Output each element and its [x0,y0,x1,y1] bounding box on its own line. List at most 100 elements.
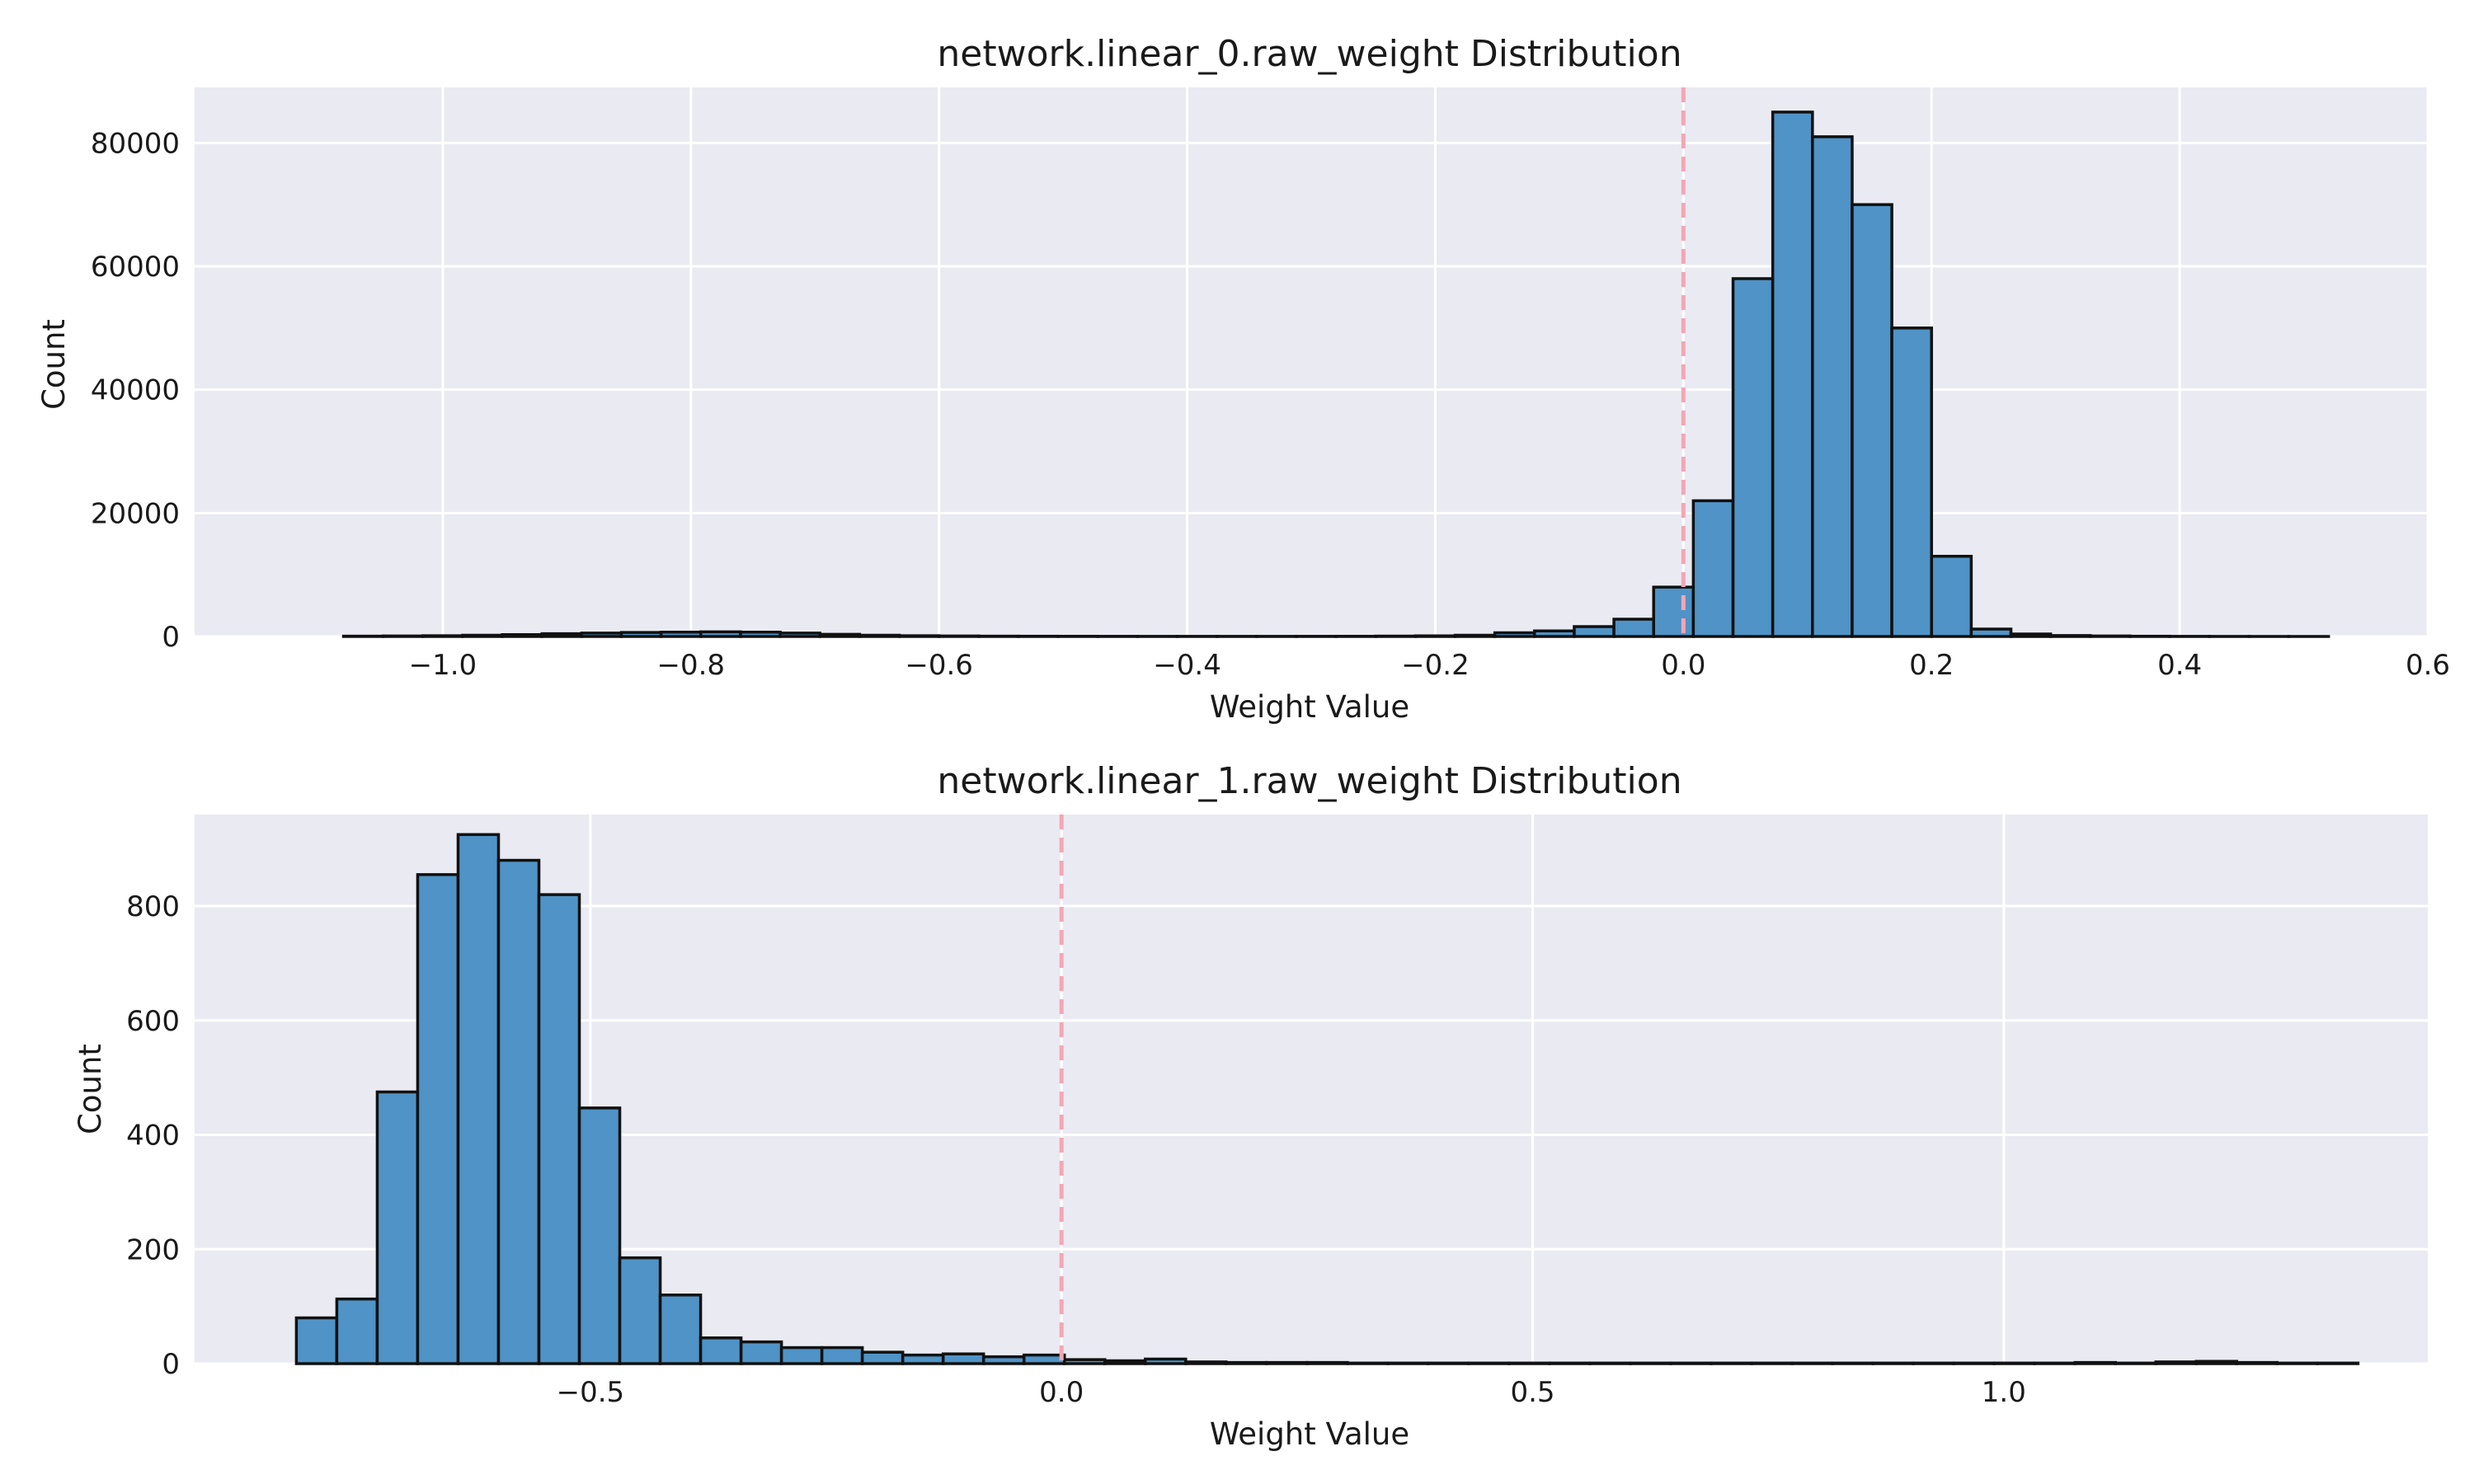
x-tick-label: −0.4 [1153,649,1221,682]
y-tick-label: 80000 [91,127,180,160]
x-tick-label: −0.5 [557,1376,625,1409]
histogram-bar [1669,1361,1713,1365]
histogram-bar [860,1350,905,1365]
y-axis-label: Count [73,1044,108,1134]
histogram-bar [1493,631,1536,638]
y-tick-label: 40000 [91,374,180,407]
histogram-bar [619,631,663,638]
histogram-bar [1022,1353,1066,1365]
x-tick-label: −0.8 [656,649,725,682]
y-tick-label: 20000 [91,497,180,530]
chart-title: network.linear_1.raw_weight Distribution [937,760,1681,802]
histogram-bar [335,1297,379,1365]
histogram-bar [778,632,821,638]
y-axis-label: Count [36,319,72,410]
histogram-bars [294,833,2360,1365]
x-tick-label: 0.5 [1510,1376,1554,1409]
histogram-bar [1790,1361,1834,1365]
histogram-bar [1144,1357,1188,1365]
x-tick-labels: −1.0 −0.8 −0.6 −0.4 −0.2 0.0 0.2 0.4 0.6 [409,649,2450,682]
y-tick-label: 60000 [91,251,180,284]
histogram-bar [1386,1361,1430,1365]
histogram-bar [2235,1360,2279,1365]
histogram-bar [2114,1361,2157,1365]
histogram-bar [1952,1361,1996,1365]
x-tick-label: 0.0 [1661,649,1705,682]
histogram-bar [2194,1360,2239,1365]
histogram-bar [501,633,543,638]
histogram-bar [577,1106,622,1365]
histogram-bar [1548,1361,1592,1365]
histogram-bar [1930,554,1973,638]
histogram-bar [2009,632,2053,638]
histogram-bar [1265,1360,1309,1365]
histogram-bar [698,1336,743,1365]
histogram-bar [1573,625,1616,638]
histogram-bar [1710,1361,1753,1365]
y-tick-label: 0 [162,1348,180,1381]
histogram-bar [294,1316,339,1365]
x-tick-label: 0.0 [1039,1376,1084,1409]
histogram-bar [580,632,623,638]
histogram-bar [739,631,782,638]
y-tick-label: 200 [126,1233,180,1266]
histogram-bar [1771,110,1814,638]
x-tick-labels: −0.5 0.0 0.5 1.0 [557,1376,2026,1409]
histogram-bar [941,1352,985,1365]
x-tick-label: 1.0 [1982,1376,2026,1409]
x-tick-label: 0.2 [1909,649,1954,682]
histogram-bar [1225,1360,1268,1365]
x-tick-label: 0.4 [2157,649,2202,682]
histogram-bar [739,1340,783,1365]
histogram-bar [1612,618,1655,638]
x-axis-label: Weight Value [1210,689,1409,725]
histogram-bar [1629,1361,1672,1365]
histogram-bar [1890,326,1933,638]
x-tick-label: −0.6 [905,649,973,682]
histogram-bar [1691,499,1735,638]
histogram-bar [2316,1361,2360,1365]
histogram-bars [341,110,2331,638]
histogram-bar [1533,629,1576,638]
histogram-bar [1992,1361,2036,1365]
histogram-bar [2275,1361,2320,1365]
histogram-bar [375,1090,420,1365]
histogram-bar [659,631,703,638]
histogram-bar [1184,1360,1228,1365]
y-tick-label: 0 [162,621,180,654]
plot-area [195,87,2428,636]
histogram-bar [456,833,501,1365]
y-tick-label: 400 [126,1120,180,1153]
histogram-bar [818,632,862,638]
chart-linear-0: network.linear_0.raw_weight Distribution… [36,33,2450,725]
histogram-bar [1507,1361,1551,1365]
x-tick-label: −0.2 [1401,649,1470,682]
histogram-bar [1427,1361,1470,1365]
histogram-bar [2033,1361,2077,1365]
chart-title: network.linear_0.raw_weight Distribution [937,33,1681,75]
histogram-bar [699,630,742,638]
x-tick-label: −1.0 [409,649,477,682]
histogram-bar [1912,1361,1955,1365]
histogram-bar [779,1345,824,1365]
histogram-bar [1871,1361,1915,1365]
histogram-bar [618,1256,662,1365]
histogram-bar [1103,1359,1147,1365]
histogram-bar [2154,1360,2199,1365]
histogram-bar [540,632,584,638]
histogram-bar [1831,1361,1874,1365]
histogram-bar [1305,1360,1349,1365]
histogram-bar [1750,1361,1794,1365]
histogram-bar [981,1355,1026,1365]
histogram-bar [1062,1358,1107,1365]
histogram-bar [496,858,541,1365]
histogram-bar [820,1345,864,1365]
histogram-bar [1811,135,1854,638]
y-tick-label: 800 [126,890,180,923]
histogram-bar [1588,1361,1632,1365]
histogram-bar [537,893,581,1365]
histogram-bar [2073,1360,2117,1365]
y-tick-labels: 0 200 400 600 800 [126,890,180,1381]
y-tick-label: 600 [126,1005,180,1038]
